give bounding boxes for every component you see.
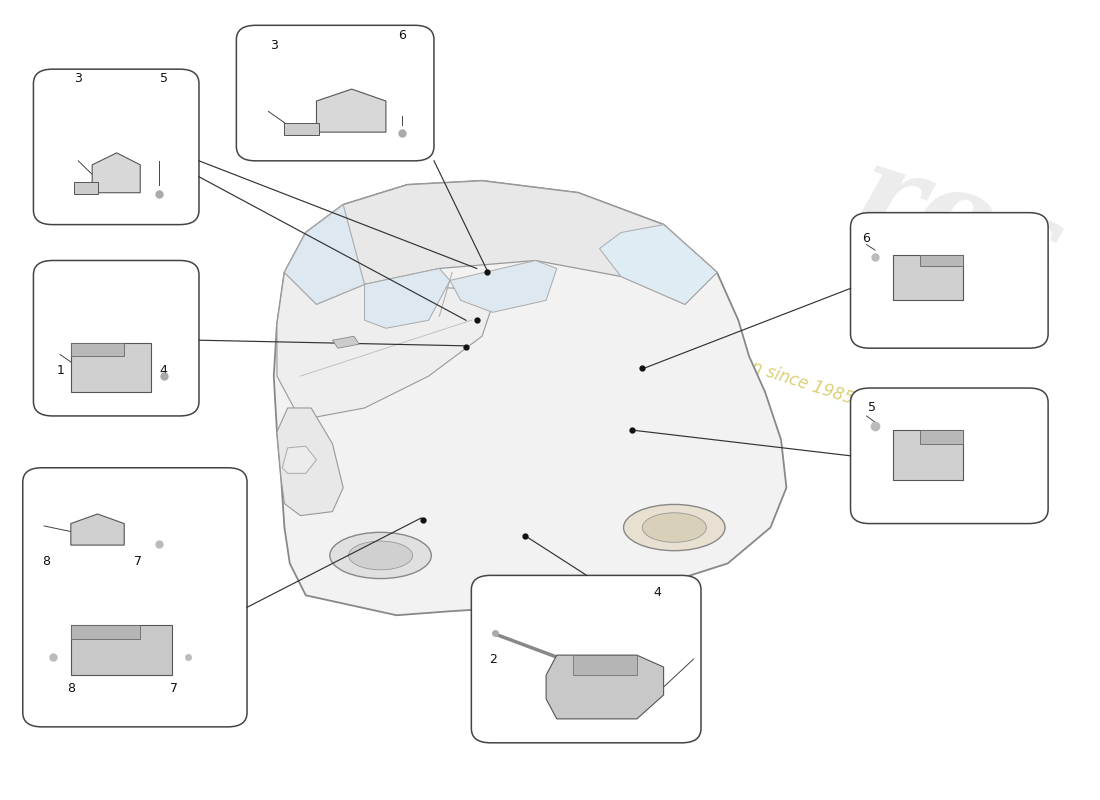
- Text: 1: 1: [56, 364, 64, 377]
- Ellipse shape: [349, 541, 412, 570]
- Text: 3: 3: [270, 38, 277, 52]
- Text: 5: 5: [868, 402, 876, 414]
- Ellipse shape: [330, 532, 431, 578]
- Text: 8: 8: [42, 554, 51, 567]
- Polygon shape: [70, 342, 124, 356]
- Polygon shape: [920, 255, 962, 266]
- FancyBboxPatch shape: [23, 468, 248, 727]
- Text: 7: 7: [170, 682, 178, 695]
- Text: 2: 2: [488, 653, 496, 666]
- Polygon shape: [893, 255, 962, 300]
- Text: 8: 8: [67, 682, 75, 695]
- FancyBboxPatch shape: [850, 388, 1048, 523]
- Polygon shape: [920, 430, 962, 444]
- Text: 4: 4: [653, 586, 661, 599]
- Polygon shape: [450, 261, 557, 312]
- Ellipse shape: [624, 505, 725, 550]
- Text: 6: 6: [398, 29, 406, 42]
- Polygon shape: [364, 269, 450, 328]
- Polygon shape: [317, 89, 386, 132]
- FancyBboxPatch shape: [236, 26, 434, 161]
- Polygon shape: [74, 182, 98, 194]
- Text: res: res: [838, 136, 1076, 314]
- Polygon shape: [285, 181, 717, 304]
- FancyBboxPatch shape: [33, 69, 199, 225]
- FancyBboxPatch shape: [850, 213, 1048, 348]
- Polygon shape: [70, 342, 151, 392]
- Polygon shape: [277, 408, 343, 515]
- Polygon shape: [893, 430, 962, 480]
- Polygon shape: [70, 514, 124, 545]
- FancyBboxPatch shape: [471, 575, 701, 743]
- Polygon shape: [70, 625, 140, 639]
- Polygon shape: [600, 225, 717, 304]
- Polygon shape: [70, 625, 173, 675]
- Polygon shape: [573, 655, 637, 675]
- Text: 3: 3: [75, 72, 82, 86]
- Text: 6: 6: [862, 232, 870, 245]
- Polygon shape: [92, 153, 140, 193]
- Text: 4: 4: [160, 364, 167, 377]
- Polygon shape: [332, 336, 360, 348]
- Polygon shape: [546, 655, 663, 719]
- Ellipse shape: [642, 513, 706, 542]
- Text: 3: 3: [925, 283, 933, 297]
- Text: a passion since 1985: a passion since 1985: [684, 337, 857, 408]
- Polygon shape: [285, 122, 319, 134]
- Polygon shape: [283, 446, 317, 474]
- FancyBboxPatch shape: [33, 261, 199, 416]
- Text: 5: 5: [160, 72, 167, 86]
- Text: 7: 7: [134, 554, 142, 567]
- Polygon shape: [285, 205, 364, 304]
- PathPatch shape: [274, 181, 786, 615]
- Polygon shape: [277, 273, 493, 420]
- Text: 3: 3: [928, 451, 937, 464]
